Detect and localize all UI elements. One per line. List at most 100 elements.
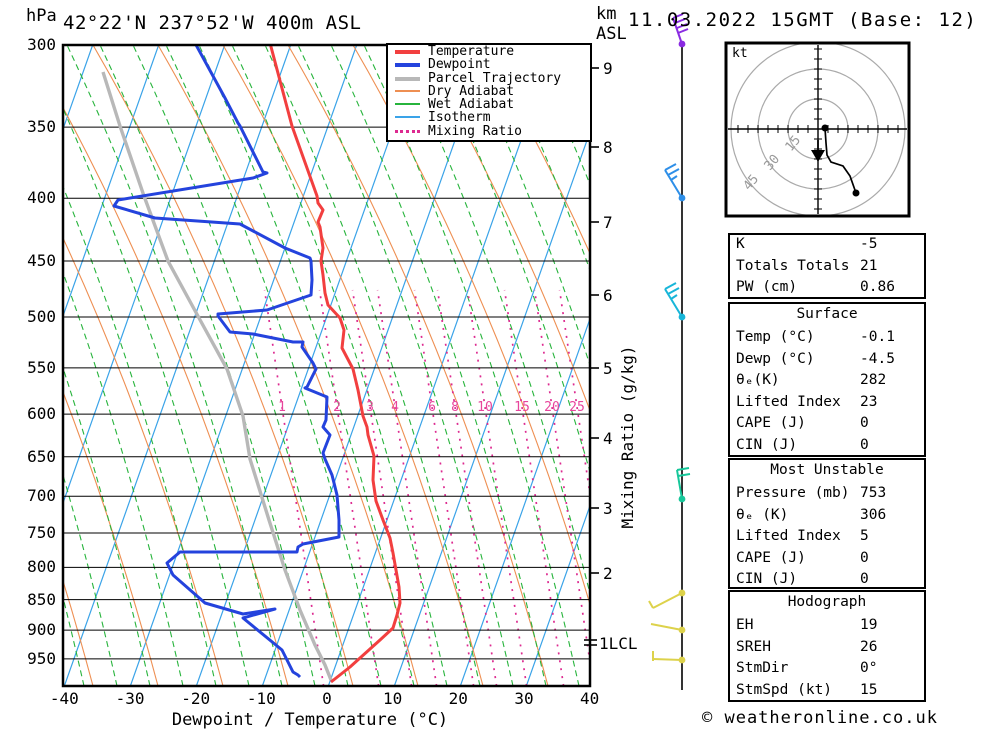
table-row-label: CAPE (J)	[736, 549, 806, 566]
table-row-label: SREH	[736, 638, 771, 655]
temperature-tick-label: 20	[448, 689, 468, 708]
isotherm-line	[525, 503, 590, 686]
parcel-trajectory-curve	[101, 71, 333, 681]
legend-line-sample	[395, 116, 420, 119]
wet-adiabat-line	[198, 45, 415, 686]
isotherm-line	[129, 45, 358, 686]
km-tick-label: 4	[603, 429, 613, 448]
table-row-value: 21	[860, 257, 878, 274]
temperature-tick-label: 10	[383, 689, 403, 708]
legend-box: Temperature Dewpoint Parcel Trajectory Dry …	[386, 43, 592, 142]
legend-row: Isotherm	[388, 110, 590, 125]
wet-adiabat-line	[429, 45, 590, 474]
legend-row: Mixing Ratio	[388, 124, 590, 139]
legend-line-sample	[395, 129, 420, 133]
table-row: EH 19	[730, 616, 924, 638]
mixing-ratio-line	[318, 289, 380, 686]
temperature-tick-label: 40	[579, 689, 600, 708]
table-row: Totals Totals 21	[730, 257, 924, 279]
table-row-label: K	[736, 236, 745, 252]
wet-adiabat-line	[63, 185, 217, 686]
legend-label: Parcel Trajectory	[428, 70, 562, 86]
table-header: Hodograph	[787, 594, 867, 610]
isotherm-line	[327, 45, 556, 686]
mixing-ratio-tick-label: 8	[451, 400, 459, 415]
mixing-ratio-line	[413, 289, 475, 686]
km-tick-label: 8	[603, 138, 613, 157]
km-tick-label: 9	[603, 59, 613, 78]
table-row-value: 23	[860, 393, 878, 410]
wet-adiabat-line	[132, 45, 349, 686]
table-row-value: 0	[860, 436, 869, 453]
mixing-ratio-tick-label: 6	[428, 400, 436, 415]
table-row-value: 0	[860, 415, 869, 431]
temperature-tick-label: 0	[322, 689, 332, 708]
dry-adiabat-line	[63, 236, 224, 686]
wet-adiabat-line	[63, 271, 184, 686]
table-row: StmSpd (kt) 15	[730, 681, 924, 703]
wet-adiabat-line	[396, 45, 590, 596]
pressure-tick-label: 500	[27, 307, 56, 327]
table-row-label: Totals Totals	[736, 257, 850, 274]
mixing-ratio-tick-label: 1	[278, 400, 286, 415]
legend-label: Dry Adiabat	[428, 83, 515, 99]
wet-adiabat-line	[63, 473, 118, 686]
table-row-label: EH	[736, 617, 754, 633]
mixing-ratio-line	[466, 289, 528, 686]
isotherm-line	[459, 316, 590, 686]
wet-adiabat-line	[63, 107, 250, 686]
table-header: Surface	[796, 306, 858, 322]
chart-title: 42°22'N 237°52'W 400m ASL	[63, 12, 362, 34]
temperature-tick-label: -40	[49, 689, 79, 708]
wet-adiabat-line	[363, 45, 580, 686]
x-axis-title: Dewpoint / Temperature (°C)	[171, 710, 449, 730]
table-row-label: CIN (J)	[736, 571, 798, 587]
table-row-value: 0	[860, 571, 869, 587]
temperature-curve	[268, 45, 402, 684]
table-row-value: 0°	[860, 660, 878, 676]
isotherm-line	[195, 45, 424, 686]
table-row-label: Temp (°C)	[736, 329, 815, 345]
table-row-label: CIN (J)	[736, 436, 798, 453]
km-tick-label: 5	[603, 359, 613, 378]
isotherm-line	[261, 45, 490, 686]
km-tick-label: 3	[603, 499, 613, 518]
table-row-value: -4.5	[860, 350, 895, 367]
mixing-ratio-tick-label: 4	[391, 400, 399, 415]
table-row: K -5	[730, 235, 924, 257]
table-row-value: -0.1	[860, 329, 895, 345]
table-row-label: θₑ(K)	[736, 372, 780, 388]
mixing-ratio-line	[533, 289, 590, 668]
table-row-value: 0	[860, 549, 869, 566]
indices-table: Surface Temp (°C) -0.1 Dewp (°C) -4.5 θₑ(K) 28…	[728, 302, 926, 457]
table-row-label: Lifted Index	[736, 393, 841, 410]
skewt-background-grid	[63, 45, 590, 686]
km-tick-label: 1LCL	[599, 634, 638, 653]
legend-row: Parcel Trajectory	[388, 70, 590, 86]
legend-row: Wet Adiabat	[388, 97, 590, 112]
indices-table: Hodograph EH 19 SREH 26 StmDir 0° StmSpd (kt) 15	[728, 590, 926, 702]
table-row: CIN (J) 0	[730, 570, 924, 592]
km-tick-label: 2	[603, 564, 613, 583]
wet-adiabat-line	[231, 45, 448, 686]
hodograph-ring-label: 15	[783, 133, 805, 155]
temperature-tick-label: -10	[246, 689, 276, 708]
mixing-ratio-line	[263, 289, 325, 686]
table-row: θₑ(K) 282	[730, 371, 924, 393]
table-row: Dewp (°C) -4.5	[730, 350, 924, 372]
hodograph-trace	[824, 127, 857, 194]
mixing-ratio-tick-label: 2	[333, 400, 341, 415]
pressure-tick-label: 300	[27, 35, 56, 54]
temperature-tick-label: -20	[181, 689, 211, 708]
dry-adiabat-line	[63, 390, 159, 686]
legend-label: Temperature	[428, 44, 515, 59]
table-row: CIN (J) 0	[730, 436, 924, 458]
table-row-label: PW (cm)	[736, 279, 798, 295]
isotherm-line	[63, 45, 160, 318]
hodograph-trace-dot	[852, 189, 860, 197]
legend-row: Dewpoint	[388, 57, 590, 72]
pressure-tick-label: 850	[27, 589, 56, 609]
mixing-ratio-line	[376, 289, 438, 686]
mixing-ratio-tick-label: 10	[477, 400, 493, 415]
table-row-value: 26	[860, 638, 878, 655]
